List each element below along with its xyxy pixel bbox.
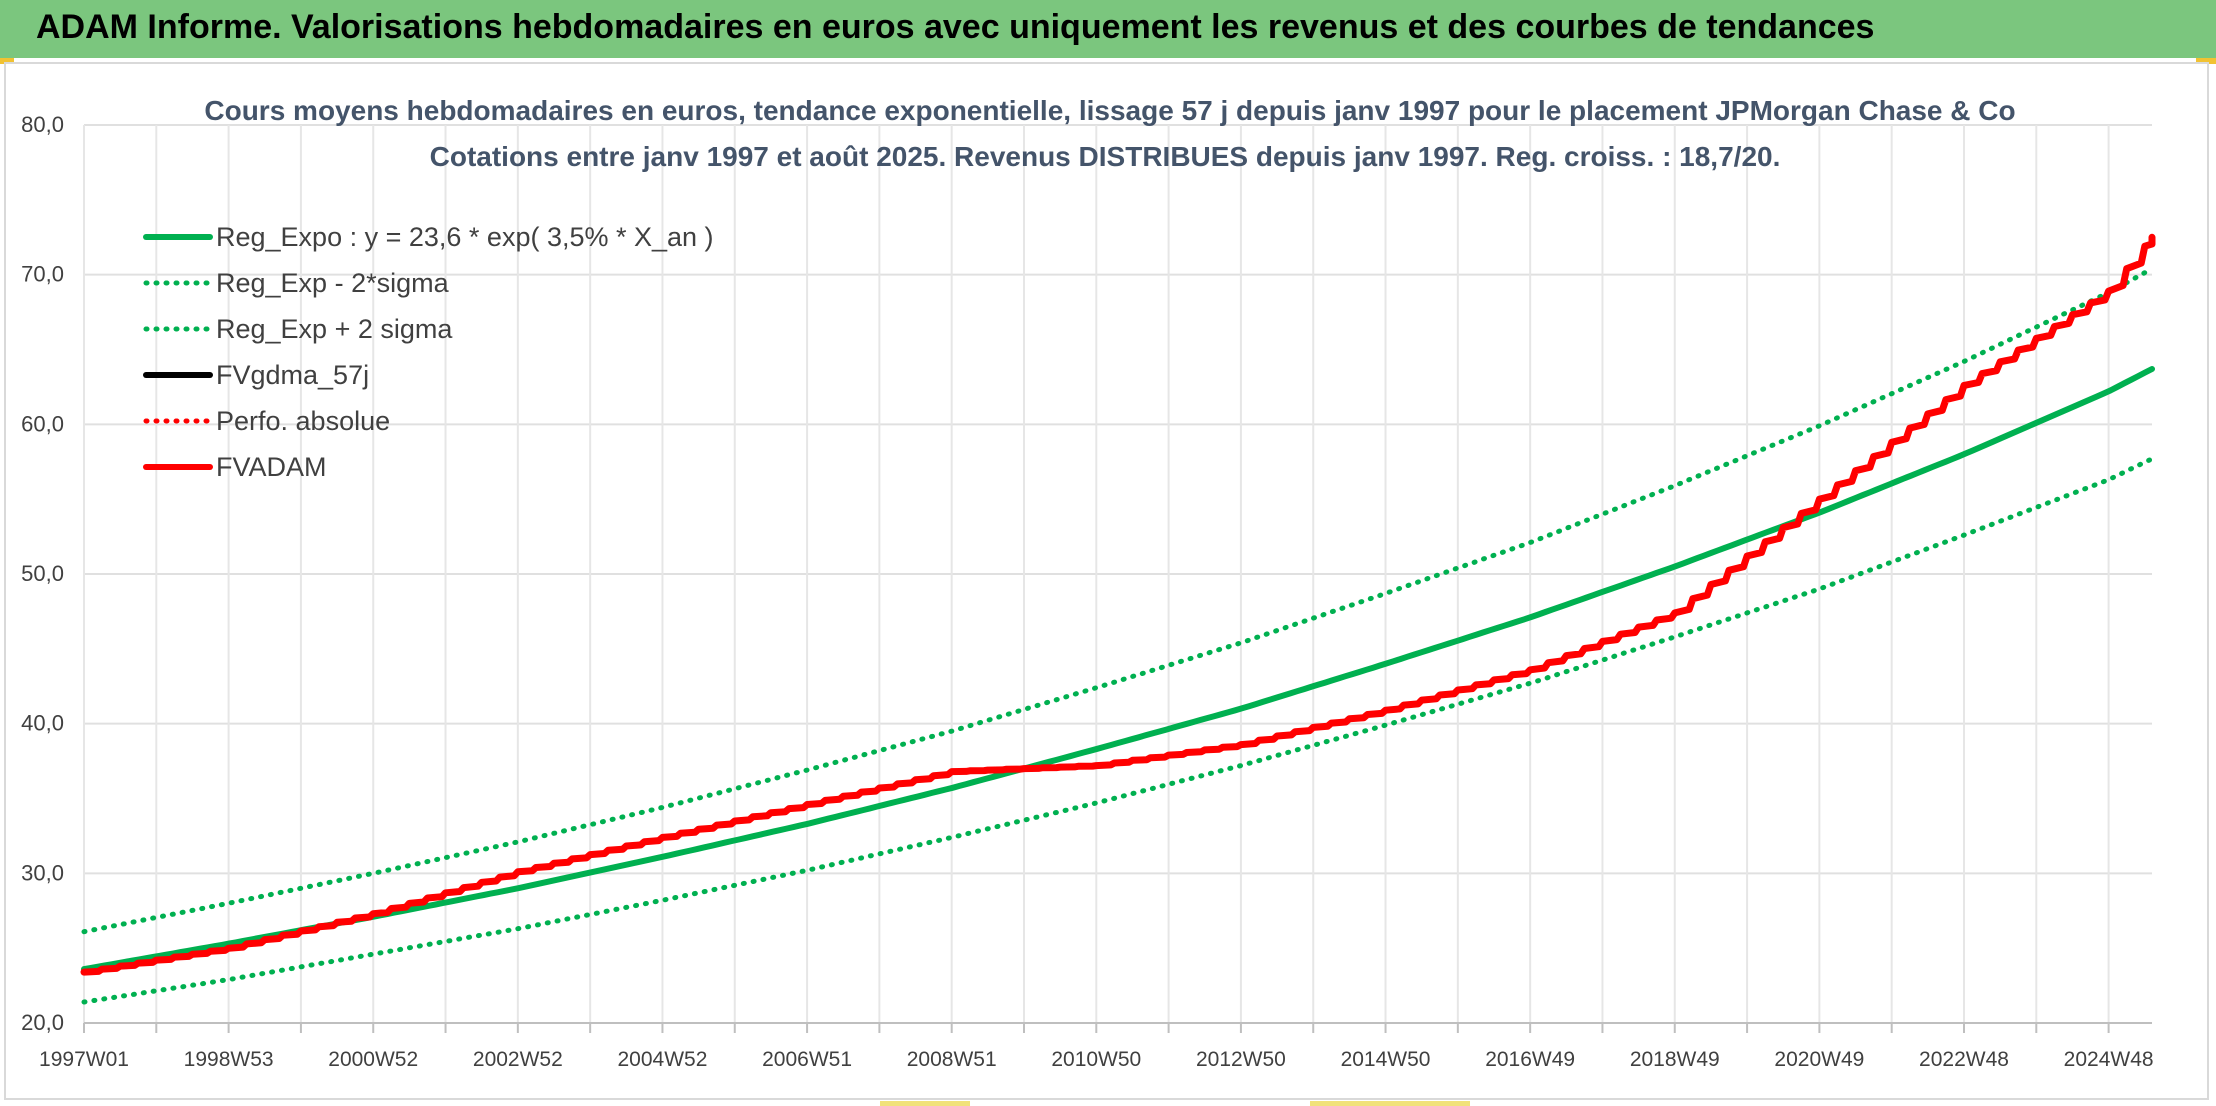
x-tick-label: 2002W52 <box>473 1048 563 1071</box>
y-tick-label: 70,0 <box>21 262 64 287</box>
x-tick-label: 2022W48 <box>1919 1048 2009 1071</box>
chart-title: Cours moyens hebdomadaires en euros, ten… <box>204 95 2015 126</box>
y-tick-label: 20,0 <box>21 1010 64 1035</box>
series-line-1 <box>81 366 2155 973</box>
x-tick-label: 2012W50 <box>1196 1048 1286 1071</box>
x-tick-label: 2008W51 <box>907 1048 997 1071</box>
legend-label: Reg_Expo : y = 23,6 * exp( 3,5% * X_an ) <box>216 222 714 252</box>
x-tick-label: 1998W53 <box>184 1048 274 1071</box>
y-tick-label: 50,0 <box>21 561 64 586</box>
series-line-4 <box>82 235 2154 975</box>
x-tick-label: 2006W51 <box>762 1048 852 1071</box>
axes: 20,0 30,0 40,0 50,0 60,0 70,0 80,0 1997W01 1998W… <box>21 112 2153 1071</box>
x-tick-label: 2016W49 <box>1485 1048 1575 1071</box>
series-line-5 <box>82 235 2154 974</box>
series-layer <box>80 233 2156 1005</box>
y-tick-label: 80,0 <box>21 112 64 137</box>
legend: Reg_Expo : y = 23,6 * exp( 3,5% * X_an )… <box>143 222 714 482</box>
legend-label: Reg_Exp + 2 sigma <box>216 314 453 344</box>
series-line-2 <box>81 456 2155 1005</box>
x-tick-label: 2024W48 <box>2064 1048 2154 1071</box>
x-tick-label: 2004W52 <box>618 1048 708 1071</box>
grid-lines <box>83 124 2152 1024</box>
series-line-3 <box>81 266 2155 935</box>
report-title: ADAM Informe. Valorisations hebdomadaire… <box>36 8 1875 46</box>
x-tick-label: 2018W49 <box>1630 1048 1720 1071</box>
corner-accent-left <box>0 58 14 64</box>
y-tick-label: 60,0 <box>21 411 64 436</box>
bottom-accent-1 <box>880 1101 970 1106</box>
legend-label: FVADAM <box>216 452 327 482</box>
x-tick-label: 2020W49 <box>1774 1048 1864 1071</box>
y-tick-label: 40,0 <box>21 711 64 736</box>
x-tick-label: 2000W52 <box>328 1048 418 1071</box>
legend-label: FVgdma_57j <box>216 360 369 390</box>
corner-accent-right <box>2196 58 2216 64</box>
x-tick-label: 2014W50 <box>1341 1048 1431 1071</box>
chart-subtitle: Cotations entre janv 1997 et août 2025. … <box>430 141 1781 172</box>
x-tick-label: 1997W01 <box>39 1048 129 1071</box>
x-tick-label: 2010W50 <box>1051 1048 1141 1071</box>
legend-label: Perfo. absolue <box>216 406 390 436</box>
bottom-accent-2 <box>1310 1101 1470 1106</box>
header-banner: ADAM Informe. Valorisations hebdomadaire… <box>0 0 2216 58</box>
legend-label: Reg_Exp - 2*sigma <box>216 268 450 298</box>
y-tick-label: 30,0 <box>21 860 64 885</box>
series-line-6 <box>80 233 2156 976</box>
